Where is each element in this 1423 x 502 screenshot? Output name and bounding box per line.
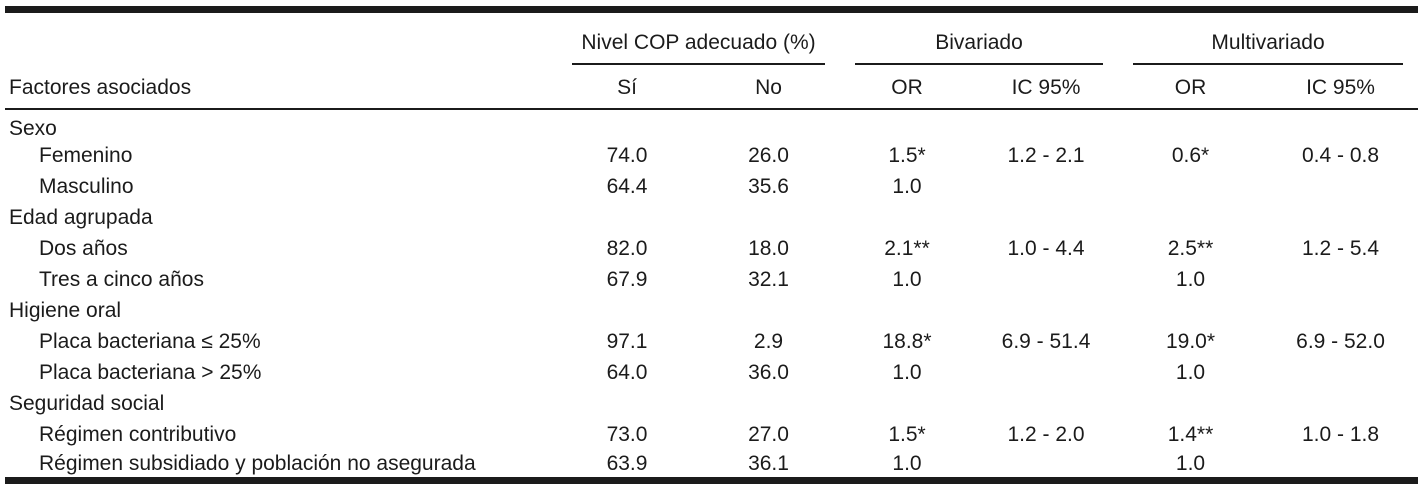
section-label: Edad agrupada bbox=[9, 205, 153, 229]
cell-biv-or: 2.1** bbox=[884, 236, 930, 260]
cell-biv-or: 1.0 bbox=[892, 360, 922, 384]
cell-biv-ic bbox=[974, 357, 1118, 388]
section-row-sexo: Sexo bbox=[5, 109, 1418, 140]
table-container: Nivel COP adecuado (%) Bivariado Multiva… bbox=[5, 6, 1419, 484]
factor-row-masculino: Masculino 64.4 35.6 1.0 bbox=[5, 171, 1418, 202]
cell-multi-or: 1.0 bbox=[1175, 360, 1206, 384]
cell-multi-or: 1.0 bbox=[1175, 451, 1206, 475]
group-header-multivariado-label: Multivariado bbox=[1133, 32, 1404, 65]
cell-no: 18.0 bbox=[748, 236, 789, 260]
cell-multi-ic bbox=[1263, 171, 1418, 202]
section-label: Higiene oral bbox=[9, 298, 122, 322]
cell-biv-or: 1.0 bbox=[892, 267, 922, 291]
table-header: Nivel COP adecuado (%) Bivariado Multiva… bbox=[5, 10, 1419, 110]
factor-row-dos-anos: Dos años 82.0 18.0 2.1** 1.0 - 4.4 2.5**… bbox=[5, 233, 1418, 264]
cell-si: 67.9 bbox=[606, 267, 648, 291]
cell-biv-or: 1.0 bbox=[892, 451, 922, 475]
cell-biv-ic bbox=[974, 171, 1118, 202]
cell-multi-ic bbox=[1263, 264, 1418, 295]
factor-row-placa-mayor: Placa bacteriana > 25% 64.0 36.0 1.0 1.0 bbox=[5, 357, 1418, 388]
cell-multi-ic: 1.2 - 5.4 bbox=[1301, 236, 1380, 260]
cell-si: 64.4 bbox=[606, 174, 648, 198]
cell-multi-or: 1.4** bbox=[1167, 422, 1214, 446]
cell-biv-or: 1.0 bbox=[892, 174, 922, 198]
cell-biv-ic bbox=[974, 450, 1118, 481]
cell-no: 26.0 bbox=[748, 143, 789, 167]
column-header-si: Sí bbox=[557, 64, 697, 110]
cell-multi-or: 2.5** bbox=[1167, 236, 1214, 260]
column-header-no: No bbox=[697, 64, 841, 110]
cell-biv-or: 18.8* bbox=[882, 329, 932, 353]
cell-multi-ic: 1.0 - 1.8 bbox=[1301, 422, 1380, 446]
factor-label: Dos años bbox=[39, 236, 128, 260]
section-empty-cells bbox=[557, 109, 1418, 140]
factor-row-subsidiado: Régimen subsidiado y población no asegur… bbox=[5, 450, 1418, 481]
cell-multi-or: 19.0* bbox=[1165, 329, 1216, 353]
section-label: Sexo bbox=[9, 116, 57, 140]
cell-no: 36.0 bbox=[748, 360, 789, 384]
column-header-multi-ic: IC 95% bbox=[1263, 64, 1419, 110]
cell-biv-ic: 1.2 - 2.1 bbox=[1007, 143, 1085, 167]
factor-row-tres-a-cinco: Tres a cinco años 67.9 32.1 1.0 1.0 bbox=[5, 264, 1418, 295]
factor-row-femenino: Femenino 74.0 26.0 1.5* 1.2 - 2.1 0.6* 0… bbox=[5, 140, 1418, 171]
section-empty-cells bbox=[557, 388, 1418, 419]
section-row-seguridad: Seguridad social bbox=[5, 388, 1418, 419]
factor-row-contributivo: Régimen contributivo 73.0 27.0 1.5* 1.2 … bbox=[5, 419, 1418, 450]
group-header-spacer bbox=[5, 10, 557, 65]
cell-multi-ic bbox=[1263, 450, 1418, 481]
cell-biv-or: 1.5* bbox=[888, 422, 926, 446]
cell-biv-ic: 1.2 - 2.0 bbox=[1007, 422, 1085, 446]
cell-si: 73.0 bbox=[606, 422, 648, 446]
group-header-nivel-cop-label: Nivel COP adecuado (%) bbox=[572, 32, 826, 65]
cell-si: 74.0 bbox=[606, 143, 648, 167]
table-body: Sexo Femenino 74.0 26.0 1.5* 1.2 - 2.1 0… bbox=[5, 109, 1418, 481]
cell-multi-or bbox=[1118, 171, 1263, 202]
group-header-nivel-cop: Nivel COP adecuado (%) bbox=[557, 10, 840, 65]
column-header-biv-ic: IC 95% bbox=[974, 64, 1119, 110]
cell-si: 97.1 bbox=[606, 329, 648, 353]
cell-no: 2.9 bbox=[753, 329, 784, 353]
cell-multi-ic bbox=[1263, 357, 1418, 388]
cell-no: 32.1 bbox=[748, 267, 789, 291]
factor-label: Masculino bbox=[39, 174, 134, 198]
section-empty-cells bbox=[557, 295, 1418, 326]
cell-no: 27.0 bbox=[748, 422, 789, 446]
column-header-multi-or: OR bbox=[1118, 64, 1264, 110]
cell-no: 36.1 bbox=[748, 451, 789, 475]
section-empty-cells bbox=[557, 202, 1418, 233]
factors-table: Nivel COP adecuado (%) Bivariado Multiva… bbox=[5, 6, 1419, 484]
cell-biv-ic bbox=[974, 264, 1118, 295]
factor-label: Régimen contributivo bbox=[39, 422, 237, 446]
cell-biv-ic: 1.0 - 4.4 bbox=[1007, 236, 1085, 260]
cell-si: 63.9 bbox=[606, 451, 648, 475]
factor-label: Placa bacteriana > 25% bbox=[39, 360, 262, 384]
factor-row-placa-menor: Placa bacteriana ≤ 25% 97.1 2.9 18.8* 6.… bbox=[5, 326, 1418, 357]
factor-label: Tres a cinco años bbox=[39, 267, 204, 291]
cell-multi-or: 0.6* bbox=[1171, 143, 1210, 167]
factor-label: Régimen subsidiado y población no asegur… bbox=[39, 451, 476, 475]
section-row-edad: Edad agrupada bbox=[5, 202, 1418, 233]
cell-si: 64.0 bbox=[606, 360, 648, 384]
section-row-higiene: Higiene oral bbox=[5, 295, 1418, 326]
group-header-bivariado-label: Bivariado bbox=[855, 32, 1104, 65]
cell-multi-ic: 6.9 - 52.0 bbox=[1296, 329, 1385, 353]
group-header-multivariado: Multivariado bbox=[1118, 10, 1418, 65]
cell-biv-or: 1.5* bbox=[888, 143, 926, 167]
column-header-biv-or: OR bbox=[840, 64, 975, 110]
cell-no: 35.6 bbox=[748, 174, 789, 198]
group-header-bivariado: Bivariado bbox=[840, 10, 1118, 65]
factor-label: Femenino bbox=[39, 143, 133, 167]
cell-multi-or: 1.0 bbox=[1175, 267, 1206, 291]
factor-label: Placa bacteriana ≤ 25% bbox=[39, 329, 261, 353]
cell-multi-ic: 0.4 - 0.8 bbox=[1301, 143, 1380, 167]
column-header-factores: Factores asociados bbox=[5, 64, 557, 110]
cell-biv-ic: 6.9 - 51.4 bbox=[1001, 329, 1091, 353]
group-header-row: Nivel COP adecuado (%) Bivariado Multiva… bbox=[5, 10, 1418, 65]
section-label: Seguridad social bbox=[9, 391, 165, 415]
cell-si: 82.0 bbox=[606, 236, 648, 260]
column-header-row: Factores asociados Sí No OR IC 95% OR IC… bbox=[5, 64, 1419, 110]
